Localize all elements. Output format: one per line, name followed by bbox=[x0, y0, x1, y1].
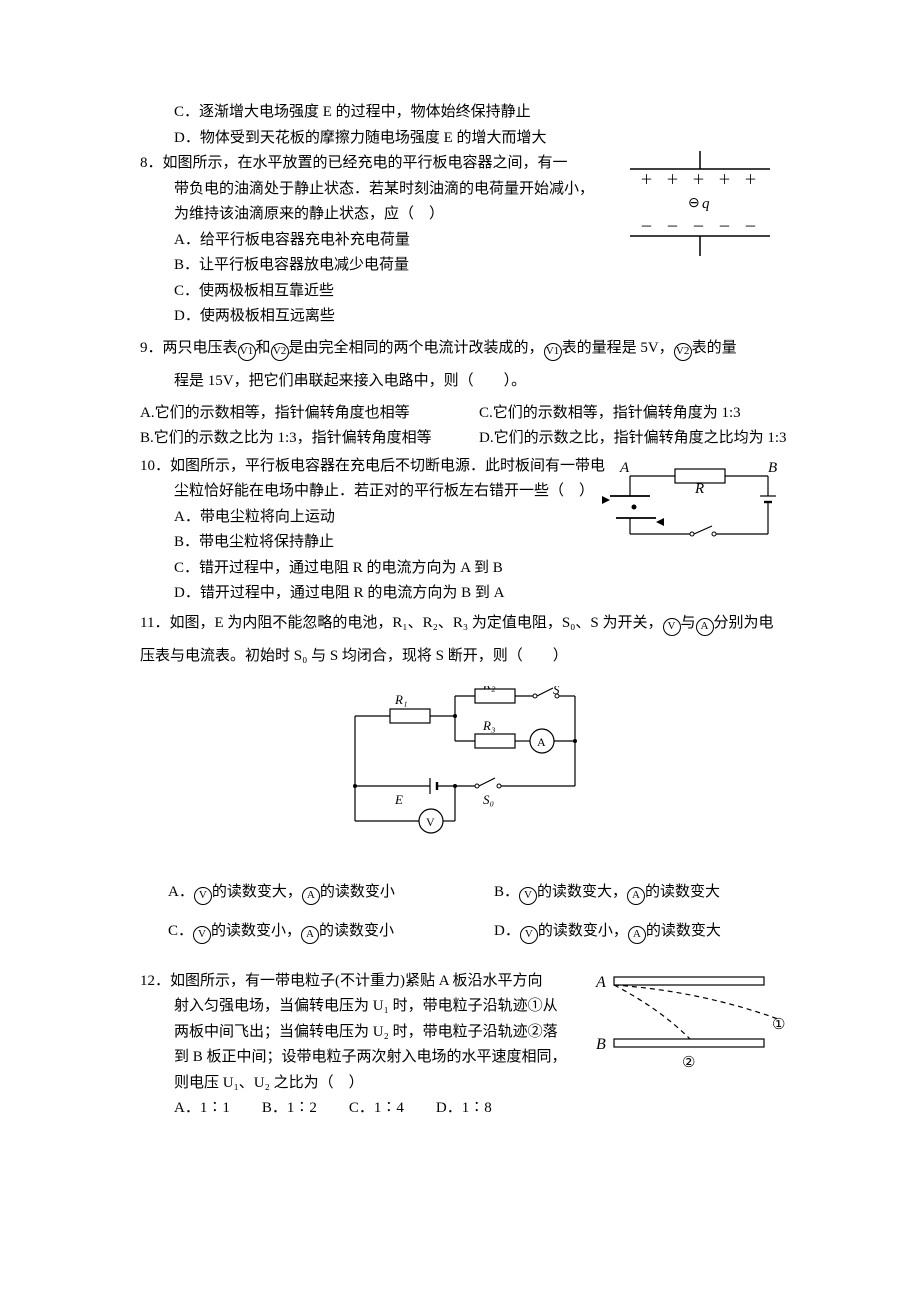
v2-icon: V2 bbox=[271, 343, 289, 361]
page: C．逐渐增大电场强度 E 的过程中，物体始终保持静止 D．物体受到天花板的摩擦力… bbox=[0, 0, 920, 1302]
q11-options: A．V的读数变大，A的读数变小 B．V的读数变大，A的读数变大 C．V的读数变小… bbox=[140, 880, 790, 945]
q11-optB-mid: 的读数变大， bbox=[537, 884, 627, 900]
q11-figure-wrap: R₁ R₂ S R₃ A bbox=[140, 686, 790, 866]
q11-optD-tail: 的读数变大 bbox=[646, 923, 721, 939]
v-icon-c: V bbox=[193, 926, 211, 944]
q11-optD-pre: D． bbox=[494, 923, 520, 939]
q11-optC-tail: 的读数变小 bbox=[319, 923, 394, 939]
q12-block: A ① B ② 12．如图所示，有一带电粒子(不计重力)紧贴 A 板沿水平方向 … bbox=[140, 969, 790, 1122]
q9-optA: A.它们的示数相等，指针偏转角度也相等 bbox=[140, 401, 451, 427]
q9-block: 9．两只电压表V1和V2是由完全相同的两个电流计改装成的，V1表的量程是 5V，… bbox=[140, 336, 790, 452]
q12-optA: A．1∶1 bbox=[174, 1096, 230, 1122]
q9-number: 9． bbox=[140, 340, 163, 356]
q9-s1: 两只电压表 bbox=[163, 340, 238, 356]
q10-number: 10． bbox=[140, 458, 170, 474]
q11-optA: A．V的读数变大，A的读数变小 bbox=[168, 880, 464, 906]
v-icon-b: V bbox=[519, 887, 537, 905]
q11-optB-pre: B． bbox=[494, 884, 519, 900]
q12-line5: 则电压 U₁、U₂ 之比为（ ） bbox=[140, 1071, 790, 1097]
q8-block: ＋ ＋ ＋ ＋ ＋ ⊖ q － － － － － 8．如图所示，在水平放置的已经充… bbox=[140, 151, 790, 330]
q8-optD: D．使两极板相互远离些 bbox=[140, 304, 790, 330]
q7-optD: D．物体受到天花板的摩擦力随电场强度 E 的增大而增大 bbox=[140, 126, 790, 152]
q11-tail: 分别为电 bbox=[714, 615, 774, 631]
q11-number: 11． bbox=[140, 615, 169, 631]
q9-optD: D.它们的示数之比，指针偏转角度之比均为 1:3 bbox=[479, 426, 790, 452]
q9-stem-line1: 9．两只电压表V1和V2是由完全相同的两个电流计改装成的，V1表的量程是 5V，… bbox=[140, 336, 790, 362]
svg-text:V: V bbox=[426, 815, 435, 829]
svg-text:R₂: R₂ bbox=[482, 686, 496, 692]
q9-mid1: 和 bbox=[256, 340, 271, 356]
a-icon-c: A bbox=[301, 926, 319, 944]
q10-optC: C．错开过程中，通过电阻 R 的电流方向为 A 到 B bbox=[140, 556, 790, 582]
q10-optD: D．错开过程中，通过电阻 R 的电流方向为 B 到 A bbox=[140, 581, 790, 607]
q11-s1: 如图，E 为内阻不能忽略的电池，R₁、R₂、R₃ 为定值电阻，S₀、S 为开关， bbox=[169, 615, 662, 631]
q8-optC: C．使两极板相互靠近些 bbox=[140, 279, 790, 305]
q9-stem-line2: 程是 15V，把它们串联起来接入电路中，则（ ）。 bbox=[140, 369, 790, 395]
q9-opts-row1: A.它们的示数相等，指针偏转角度也相等 C.它们的示数相等，指针偏转角度为 1:… bbox=[140, 401, 790, 427]
circuit-icon: R₁ R₂ S R₃ A bbox=[335, 686, 595, 866]
q12-line3: 两板中间飞出；当偏转电压为 U₂ 时，带电粒子沿轨迹②落 bbox=[140, 1020, 790, 1046]
q11-optB-tail: 的读数变大 bbox=[645, 884, 720, 900]
q12-optB: B．1∶2 bbox=[262, 1096, 317, 1122]
q9-optC: C.它们的示数相等，指针偏转角度为 1:3 bbox=[479, 401, 790, 427]
q11-and: 与 bbox=[681, 615, 696, 631]
svg-text:S₀: S₀ bbox=[483, 792, 494, 807]
v-icon: V bbox=[194, 887, 212, 905]
q9-s3: 表的量程是 5V， bbox=[562, 340, 674, 356]
svg-text:E: E bbox=[394, 792, 403, 807]
a-icon: A bbox=[302, 887, 320, 905]
v1-icon: V1 bbox=[238, 343, 256, 361]
q11-stem-line1: 11．如图，E 为内阻不能忽略的电池，R₁、R₂、R₃ 为定值电阻，S₀、S 为… bbox=[140, 611, 790, 637]
q9-s2: 是由完全相同的两个电流计改装成的， bbox=[289, 340, 544, 356]
q12-optC: C．1∶4 bbox=[349, 1096, 404, 1122]
q12-options: A．1∶1 B．1∶2 C．1∶4 D．1∶8 bbox=[140, 1096, 790, 1122]
q8-line3: 为维持该油滴原来的静止状态，应（ ） bbox=[140, 202, 790, 228]
q11-optD-mid: 的读数变小， bbox=[538, 923, 628, 939]
q9-s4: 表的量 bbox=[692, 340, 737, 356]
q8-line1: 如图所示，在水平放置的已经充电的平行板电容器之间，有一 bbox=[163, 155, 568, 171]
svg-text:R₃: R₃ bbox=[482, 718, 495, 733]
q7-optC: C．逐渐增大电场强度 E 的过程中，物体始终保持静止 bbox=[140, 100, 790, 126]
q12-line1: 如图所示，有一带电粒子(不计重力)紧贴 A 板沿水平方向 bbox=[170, 973, 543, 989]
q12-line4: 到 B 板正中间；设带电粒子两次射入电场的水平速度相同， bbox=[140, 1045, 790, 1071]
q9-optB: B.它们的示数之比为 1:3，指针偏转角度相等 bbox=[140, 426, 451, 452]
v1-icon-2: V1 bbox=[544, 343, 562, 361]
q9-opts-row2: B.它们的示数之比为 1:3，指针偏转角度相等 D.它们的示数之比，指针偏转角度… bbox=[140, 426, 790, 452]
a-icon-d: A bbox=[628, 926, 646, 944]
q8-line2: 带负电的油滴处于静止状态．若某时刻油滴的电荷量开始减小， bbox=[140, 177, 790, 203]
q11-optD: D．V的读数变小，A的读数变大 bbox=[494, 919, 790, 945]
q12-line2: 射入匀强电场，当偏转电压为 U₁ 时，带电粒子沿轨迹①从 bbox=[140, 994, 790, 1020]
q11-stem-line2: 压表与电流表。初始时 S₀ 与 S 均闭合，现将 S 断开，则（ ） bbox=[140, 644, 790, 670]
voltmeter-icon: V bbox=[663, 618, 681, 636]
q11-optA-tail: 的读数变小 bbox=[320, 884, 395, 900]
q10-block: A B R bbox=[140, 454, 790, 607]
svg-text:A: A bbox=[595, 974, 606, 991]
q11-optB: B．V的读数变大，A的读数变大 bbox=[494, 880, 790, 906]
svg-text:A: A bbox=[537, 735, 546, 749]
svg-text:A: A bbox=[619, 460, 630, 476]
svg-text:R₁: R₁ bbox=[394, 692, 407, 707]
q11-optC-mid: 的读数变小， bbox=[211, 923, 301, 939]
q11-optA-mid: 的读数变大， bbox=[212, 884, 302, 900]
q12-optD: D．1∶8 bbox=[436, 1096, 492, 1122]
q10-line1: 如图所示，平行板电容器在充电后不切断电源．此时板间有一带电 bbox=[170, 458, 605, 474]
q11-optA-pre: A． bbox=[168, 884, 194, 900]
v2-icon-2: V2 bbox=[674, 343, 692, 361]
v-icon-d: V bbox=[520, 926, 538, 944]
svg-text:B: B bbox=[768, 460, 777, 476]
a-icon-b: A bbox=[627, 887, 645, 905]
q11-block: 11．如图，E 为内阻不能忽略的电池，R₁、R₂、R₃ 为定值电阻，S₀、S 为… bbox=[140, 611, 790, 945]
ammeter-icon: A bbox=[696, 618, 714, 636]
q12-number: 12． bbox=[140, 973, 170, 989]
q11-optC: C．V的读数变小，A的读数变小 bbox=[168, 919, 464, 945]
q8-number: 8． bbox=[140, 155, 163, 171]
q10-line2: 尘粒恰好能在电场中静止．若正对的平行板左右错开一些（ ） bbox=[140, 479, 790, 505]
q11-optC-pre: C． bbox=[168, 923, 193, 939]
